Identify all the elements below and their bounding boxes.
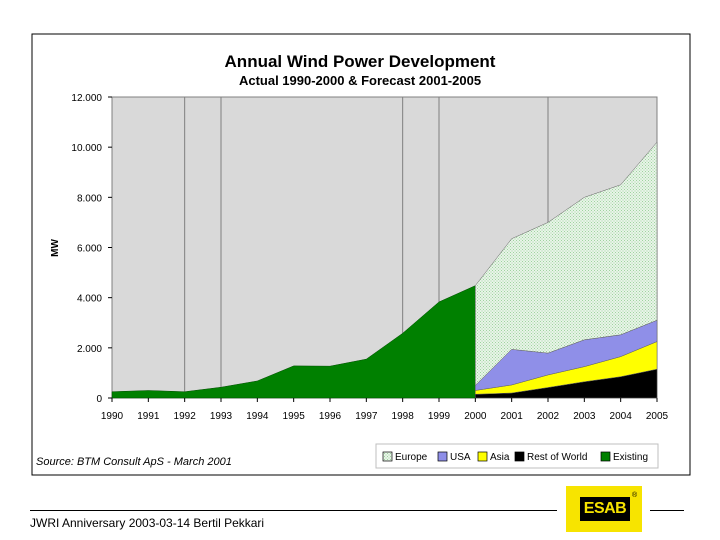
footer-rule-left: [30, 510, 557, 511]
footer-text: JWRI Anniversary 2003-03-14 Bertil Pekka…: [30, 516, 265, 530]
legend: Europe USA Asia Rest of World Existing: [382, 451, 648, 463]
legend-label-europe: Europe: [395, 452, 428, 463]
y-axis: 0 2.000 4.000 6.000 8.000 10.000 12.000: [71, 93, 112, 405]
area-series: [111, 141, 658, 399]
x-tick-label: 1990: [101, 411, 124, 422]
legend-swatch-rest-of-world: [514, 451, 525, 462]
series-europe-area: [475, 141, 658, 387]
x-tick-label: 1998: [392, 411, 415, 422]
footer-rule-right: [650, 510, 684, 511]
esab-logo-text: ESAB: [583, 500, 627, 517]
x-tick-label: 1999: [428, 411, 451, 422]
y-tick-label: 8.000: [77, 193, 102, 204]
x-tick-label: 1996: [319, 411, 342, 422]
esab-logo-plate: ESAB: [580, 497, 630, 521]
x-tick-label: 1993: [210, 411, 233, 422]
x-axis: 1990 1991 1992 1993 1994 1995 1996 1997 1998 1999…: [101, 398, 669, 422]
x-tick-label: 1997: [355, 411, 378, 422]
legend-label-existing: Existing: [613, 452, 648, 463]
x-tick-label: 1995: [283, 411, 306, 422]
x-tick-label: 1991: [137, 411, 160, 422]
legend-label-rest-of-world: Rest of World: [527, 452, 587, 463]
x-tick-label: 2005: [646, 411, 669, 422]
legend-swatch-existing: [600, 451, 611, 462]
chart-subtitle: Actual 1990-2000 & Forecast 2001-2005: [239, 73, 481, 88]
x-tick-label: 2001: [501, 411, 524, 422]
y-tick-label: 0: [96, 394, 102, 405]
x-tick-label: 1994: [246, 411, 269, 422]
y-tick-label: 12.000: [71, 93, 102, 104]
x-tick-label: 2000: [464, 411, 487, 422]
y-axis-label: MW: [50, 239, 61, 257]
y-tick-label: 10.000: [71, 143, 102, 154]
esab-registered-mark: ®: [632, 492, 638, 499]
legend-swatch-europe: [382, 451, 393, 462]
source-note: Source: BTM Consult ApS - March 2001: [36, 456, 232, 468]
legend-swatch-asia: [477, 451, 488, 462]
y-tick-label: 2.000: [77, 344, 102, 355]
y-tick-label: 6.000: [77, 244, 102, 255]
x-tick-label: 2003: [573, 411, 596, 422]
chart-title: Annual Wind Power Development: [225, 52, 496, 71]
legend-swatch-usa: [437, 451, 448, 462]
legend-label-asia: Asia: [490, 452, 510, 463]
esab-logo: ESAB ®: [566, 486, 642, 532]
legend-label-usa: USA: [450, 452, 471, 463]
x-tick-label: 2004: [610, 411, 633, 422]
x-tick-label: 1992: [174, 411, 197, 422]
x-tick-label: 2002: [537, 411, 560, 422]
y-tick-label: 4.000: [77, 294, 102, 305]
